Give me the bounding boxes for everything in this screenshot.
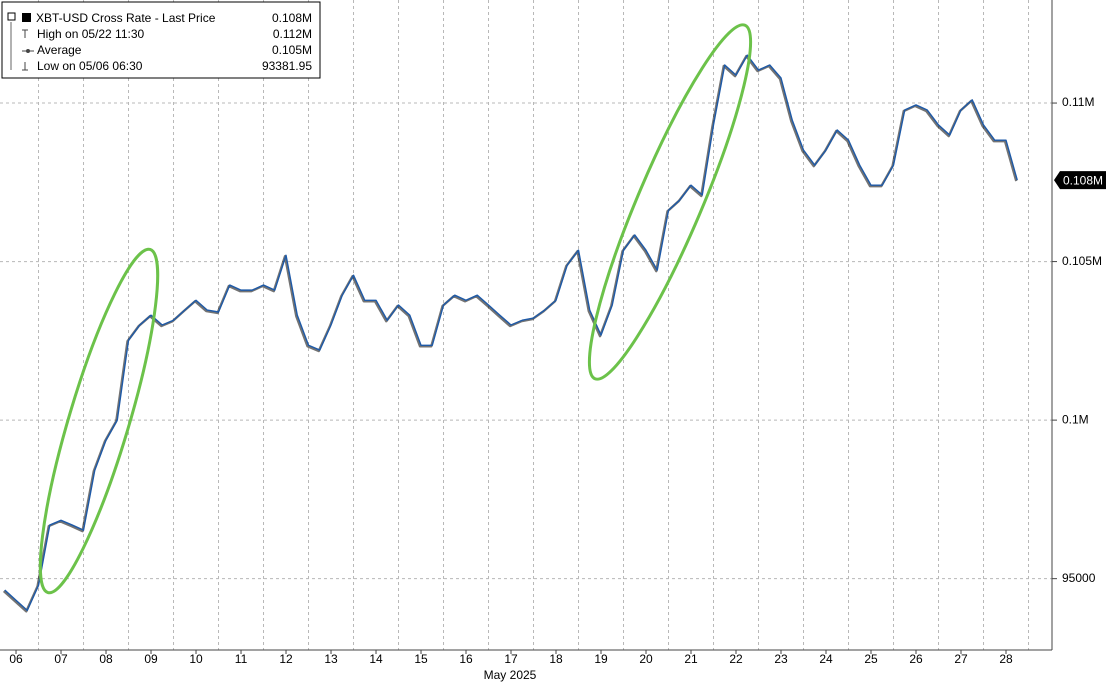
- y-tick-label: 95000: [1062, 571, 1096, 585]
- x-tick-label: 28: [999, 652, 1013, 666]
- x-tick-label: 08: [99, 652, 113, 666]
- x-tick-label: 21: [684, 652, 698, 666]
- y-tick-label: 0.11M: [1062, 95, 1094, 109]
- x-tick-label: 11: [235, 652, 248, 666]
- x-tick-label: 25: [864, 652, 878, 666]
- x-tick-label: 17: [504, 652, 518, 666]
- x-tick-label: 23: [774, 652, 788, 666]
- x-tick-label: 14: [369, 652, 383, 666]
- x-tick-label: 27: [954, 652, 968, 666]
- x-tick-label: 20: [639, 652, 653, 666]
- legend-value: 0.108M: [272, 11, 312, 25]
- legend-box: [1, 1, 321, 79]
- legend-label: XBT-USD Cross Rate - Last Price: [36, 11, 216, 25]
- legend-value: 93381.95: [262, 59, 312, 73]
- legend-value: 0.112M: [273, 27, 312, 41]
- legend-icon: [7, 12, 16, 21]
- legend-label: Low on 05/06 06:30: [37, 59, 143, 73]
- price-line: [4, 54, 1018, 612]
- x-tick-label: 10: [189, 652, 203, 666]
- x-tick-label: 16: [459, 652, 473, 666]
- price-tag: [1054, 171, 1106, 190]
- legend: XBT-USD Cross Rate - Last Price 0.108M H…: [1, 1, 321, 79]
- legend-value: 0.105M: [272, 43, 312, 57]
- y-tick-label: 0.1M: [1062, 412, 1089, 426]
- x-tick-label: 13: [324, 652, 338, 666]
- x-tick-label: 07: [54, 652, 68, 666]
- x-tick-label: 06: [9, 652, 23, 666]
- legend-icon: [22, 62, 28, 71]
- y-tick-label: 0.105M: [1062, 254, 1102, 268]
- x-axis-title: May 2025: [484, 668, 537, 682]
- x-tick-label: 19: [594, 652, 608, 666]
- x-tick-label: 26: [909, 652, 923, 666]
- highlight-ellipse: [587, 23, 753, 381]
- price-tag-label: 0.108M: [1063, 173, 1103, 187]
- x-tick-label: 18: [549, 652, 563, 666]
- x-tick-label: 09: [144, 652, 158, 666]
- grid: [0, 0, 1052, 650]
- x-tick-label: 22: [729, 652, 743, 666]
- legend-label: Average: [37, 43, 82, 57]
- legend-label: High on 05/22 11:30: [37, 27, 145, 41]
- legend-icon: [26, 49, 30, 53]
- x-tick-label: 24: [819, 652, 833, 666]
- legend-icon: [22, 29, 28, 38]
- legend-icon: [22, 13, 31, 22]
- highlight-ellipse: [38, 247, 160, 595]
- plot-area: [2, 54, 1018, 613]
- x-tick-label: 12: [279, 652, 293, 666]
- x-tick-label: 15: [414, 652, 428, 666]
